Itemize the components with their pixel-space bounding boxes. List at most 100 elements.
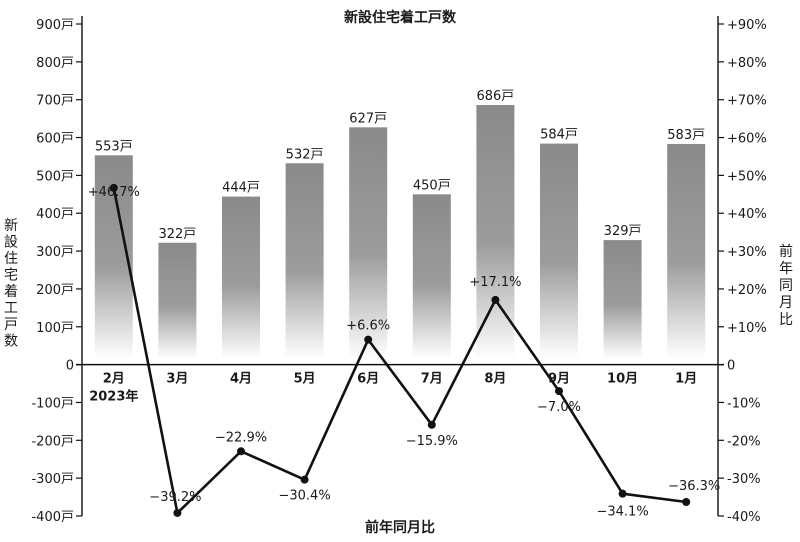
left-tick-label: 200戸 xyxy=(36,283,74,298)
right-tick-label: -40% xyxy=(727,510,761,525)
yoy-value-label: −15.9% xyxy=(406,434,458,449)
left-tick-label: 0 xyxy=(66,359,74,374)
yoy-value-label: −39.2% xyxy=(149,490,201,505)
right-tick-label: -10% xyxy=(727,396,761,411)
left-tick-label: -300戸 xyxy=(31,472,74,487)
right-tick-label: -30% xyxy=(727,472,761,487)
category-label: 6月 xyxy=(357,372,379,387)
yoy-point xyxy=(364,335,373,344)
axis-title-char: 工 xyxy=(4,301,18,317)
right-tick-label: +60% xyxy=(727,132,767,147)
category-label: 5月 xyxy=(294,372,316,387)
yoy-point xyxy=(491,295,500,304)
axis-title-char: 前 xyxy=(779,243,793,260)
left-tick-label: 100戸 xyxy=(36,321,74,336)
right-tick-label: +80% xyxy=(727,56,767,71)
bar xyxy=(540,143,578,359)
right-tick-label: +50% xyxy=(727,169,767,184)
category-label: 7月 xyxy=(421,372,443,387)
yoy-value-label: +46.7% xyxy=(88,185,140,200)
bar xyxy=(349,127,388,359)
yoy-value-label: −34.1% xyxy=(596,505,648,520)
right-tick-label: +90% xyxy=(727,18,767,33)
axis-title-char: 住 xyxy=(4,251,18,267)
right-tick-label: +10% xyxy=(727,321,767,336)
yoy-line xyxy=(112,187,687,515)
bar-value-label: 532戸 xyxy=(286,147,324,162)
bar-value-label: 627戸 xyxy=(349,111,387,126)
bar xyxy=(158,242,197,359)
left-tick-label: 400戸 xyxy=(36,207,74,222)
right-axis-title: 前年同月比 xyxy=(779,243,793,328)
chart-title: 新設住宅着工戸数 xyxy=(344,9,457,26)
bar-value-label: 450戸 xyxy=(413,178,451,193)
left-tick-label: 900戸 xyxy=(36,18,74,33)
bar-value-label: 583戸 xyxy=(667,128,705,143)
right-tick-label: 0 xyxy=(727,359,735,374)
yoy-value-label: −7.0% xyxy=(537,400,581,415)
category-labels: 2月 2023年 3月 4月 5月 6月 7月 8月 9月 10月 1月 xyxy=(89,372,697,405)
left-tick-label: -400戸 xyxy=(31,510,74,525)
yoy-point xyxy=(173,508,182,517)
bar xyxy=(222,196,260,359)
yoy-point xyxy=(300,475,309,484)
yoy-point xyxy=(555,387,563,396)
yoy-point xyxy=(237,447,245,456)
left-tick-label: 500戸 xyxy=(36,169,74,184)
yoy-point xyxy=(427,420,436,429)
axes: 900戸 800戸 700戸 600戸 500戸 400戸 300戸 200戸 100戸 0 -10… xyxy=(31,16,767,525)
yoy-value-label: −22.9% xyxy=(215,430,267,445)
category-label: 3月 xyxy=(166,372,188,387)
left-tick-label: 800戸 xyxy=(36,56,74,71)
category-label: 4月 xyxy=(230,372,252,387)
x-axis-title: 前年同月比 xyxy=(365,519,435,536)
left-tick-label: -200戸 xyxy=(31,434,74,449)
pct-labels: +46.7% −39.2% −22.9% −30.4% +6.6% −15.9% +17.1… xyxy=(88,185,721,520)
bar xyxy=(603,240,642,359)
bar-value-label: 322戸 xyxy=(158,227,196,242)
category-label: 10月 xyxy=(607,372,638,387)
axis-title-char: 設 xyxy=(4,235,18,251)
axis-title-char: 月 xyxy=(779,295,793,311)
axis-title-char: 同 xyxy=(779,278,793,294)
left-tick-label: -100戸 xyxy=(31,396,74,411)
yoy-value-label: +17.1% xyxy=(469,275,521,290)
yoy-point xyxy=(618,489,627,498)
category-sublabel: 2023年 xyxy=(89,389,138,405)
bar-value-label: 444戸 xyxy=(222,181,260,196)
bar xyxy=(667,143,706,359)
line-series xyxy=(109,183,691,517)
bar xyxy=(412,194,451,359)
category-label: 1月 xyxy=(675,372,697,387)
category-label: 9月 xyxy=(548,372,570,387)
left-tick-label: 700戸 xyxy=(36,94,74,109)
axis-title-char: 数 xyxy=(4,334,18,350)
yoy-value-label: +6.6% xyxy=(346,319,390,334)
bar-value-label: 553戸 xyxy=(95,139,133,154)
bar-value-label: 329戸 xyxy=(604,224,642,239)
axis-title-char: 比 xyxy=(779,312,793,328)
left-tick-label: 300戸 xyxy=(36,245,74,260)
right-tick-label: +30% xyxy=(727,245,767,260)
yoy-point xyxy=(109,183,118,192)
yoy-value-label: −30.4% xyxy=(278,489,330,504)
bar-value-label: 686戸 xyxy=(476,89,514,104)
bar-value-label: 584戸 xyxy=(540,128,578,143)
left-tick-label: 600戸 xyxy=(36,132,74,147)
axis-title-char: 年 xyxy=(779,261,793,277)
axis-title-char: 着 xyxy=(4,284,18,300)
bar-labels: 553戸 322戸 444戸 532戸 627戸 450戸 686戸 584戸 329戸 583戸 xyxy=(95,89,705,242)
right-tick-label: +20% xyxy=(727,283,767,298)
bar xyxy=(285,163,324,359)
axis-title-char: 宅 xyxy=(4,268,18,284)
axis-title-char: 新 xyxy=(4,218,18,234)
yoy-point xyxy=(682,497,691,506)
category-label: 8月 xyxy=(484,372,506,387)
right-tick-label: +40% xyxy=(727,207,767,222)
yoy-value-label: −36.3% xyxy=(668,479,720,494)
right-tick-label: +70% xyxy=(727,94,767,109)
category-label: 2月 xyxy=(103,372,125,387)
axis-title-char: 戸 xyxy=(4,317,18,333)
right-tick-label: -20% xyxy=(727,434,761,449)
